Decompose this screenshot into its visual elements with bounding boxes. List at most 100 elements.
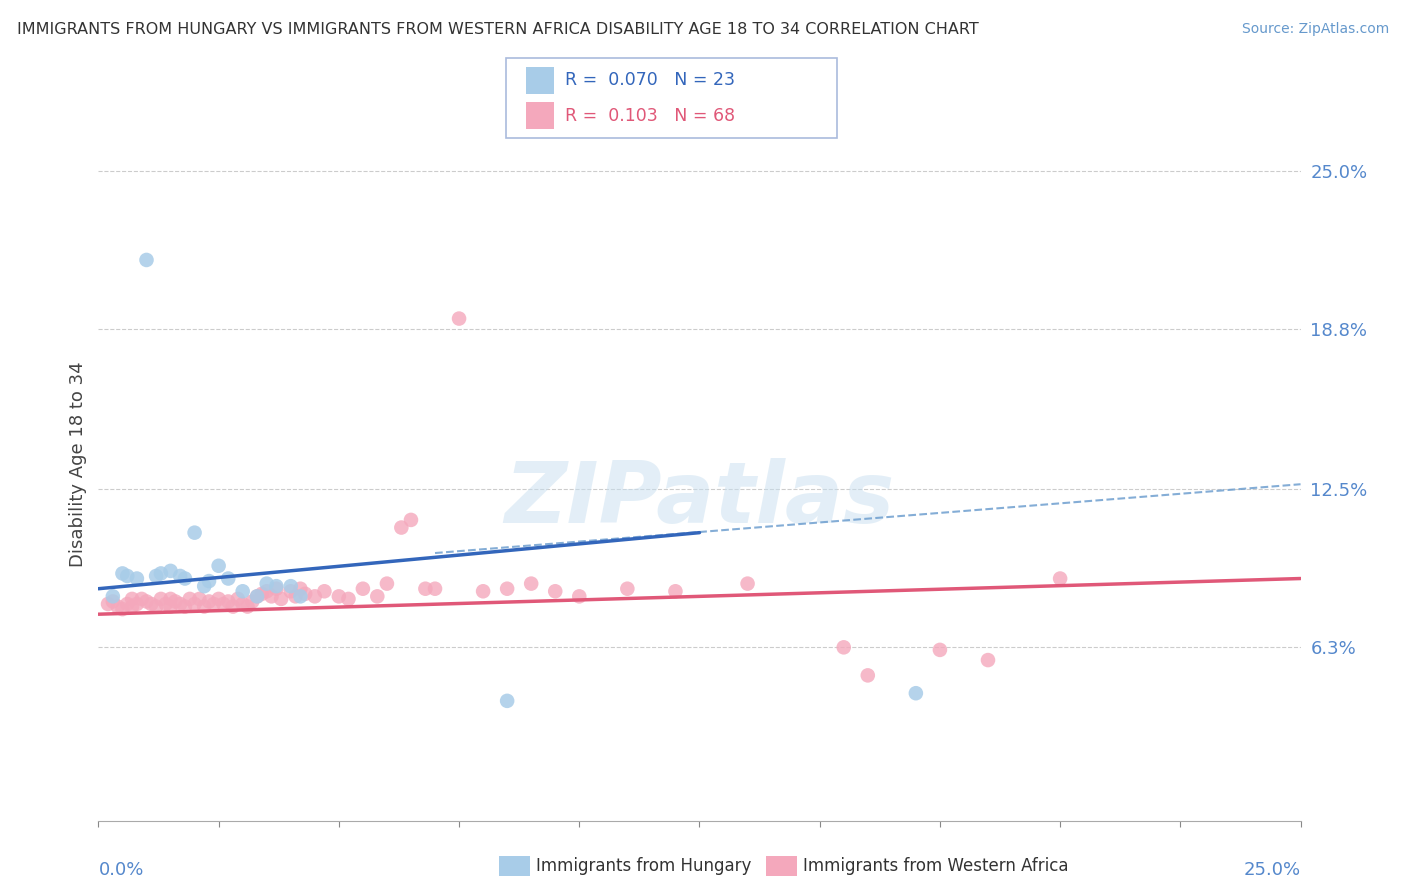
Point [280,579,302,593]
Text: Immigrants from Western Africa: Immigrants from Western Africa [803,857,1069,875]
Point [232,597,254,611]
Point [737,576,759,591]
Point [496,582,519,596]
Point [188,591,211,606]
Point [125,597,148,611]
Point [169,569,191,583]
Point [375,576,398,591]
Point [217,594,239,608]
Point [664,584,686,599]
Point [832,640,855,655]
Point [149,591,172,606]
Point [141,597,163,611]
Text: Source: ZipAtlas.com: Source: ZipAtlas.com [1241,22,1389,37]
Point [131,591,153,606]
Point [198,594,221,608]
Point [977,653,1000,667]
Point [111,566,134,581]
Point [928,643,950,657]
Point [246,590,269,604]
Point [159,599,181,614]
Point [159,591,181,606]
Text: 0.0%: 0.0% [98,861,143,879]
Point [193,579,215,593]
Point [101,590,124,604]
Point [256,576,278,591]
Point [183,525,205,540]
Point [117,597,139,611]
Point [290,582,312,596]
Point [240,594,263,608]
Point [256,584,278,599]
Point [294,587,316,601]
Point [304,590,326,604]
Point [101,594,124,608]
Point [544,584,567,599]
Point [472,584,495,599]
Point [250,587,273,601]
Point [246,590,269,604]
Point [399,513,422,527]
Point [149,566,172,581]
Point [107,599,129,614]
Point [135,252,157,267]
Point [520,576,543,591]
Point [155,597,177,611]
Text: Immigrants from Hungary: Immigrants from Hungary [536,857,751,875]
Point [1049,572,1071,586]
Point [280,584,302,599]
Point [904,686,927,700]
Point [169,597,191,611]
Point [232,584,254,599]
Text: R =  0.070   N = 23: R = 0.070 N = 23 [565,71,735,89]
Point [337,591,360,606]
Point [616,582,638,596]
Point [217,572,239,586]
Point [366,590,388,604]
Point [174,572,197,586]
Point [496,694,519,708]
Text: IMMIGRANTS FROM HUNGARY VS IMMIGRANTS FROM WESTERN AFRICA DISABILITY AGE 18 TO 3: IMMIGRANTS FROM HUNGARY VS IMMIGRANTS FR… [17,22,979,37]
Point [284,590,307,604]
Point [290,590,312,604]
Point [97,597,120,611]
Point [135,594,157,608]
Point [202,597,225,611]
Point [236,599,259,614]
Point [270,591,292,606]
Point [266,582,288,596]
Text: 25.0%: 25.0% [1243,861,1301,879]
Point [193,599,215,614]
Point [226,591,249,606]
Point [447,311,470,326]
Point [212,597,235,611]
Point [222,599,245,614]
Text: R =  0.103   N = 68: R = 0.103 N = 68 [565,107,735,125]
Text: ZIPatlas: ZIPatlas [505,458,894,541]
Point [121,599,143,614]
Point [145,599,167,614]
Point [117,569,139,583]
Point [314,584,336,599]
Point [856,668,879,682]
Point [423,582,446,596]
Point [208,591,231,606]
Point [121,591,143,606]
Point [179,591,201,606]
Point [145,569,167,583]
Point [352,582,374,596]
Point [111,602,134,616]
Point [415,582,437,596]
Point [208,558,231,573]
Point [174,599,197,614]
Point [568,590,591,604]
Point [183,597,205,611]
Y-axis label: Disability Age 18 to 34: Disability Age 18 to 34 [69,361,87,566]
Point [266,579,288,593]
Point [328,590,350,604]
Point [159,564,181,578]
Point [389,520,412,534]
Point [165,594,187,608]
Point [198,574,221,588]
Point [125,572,148,586]
